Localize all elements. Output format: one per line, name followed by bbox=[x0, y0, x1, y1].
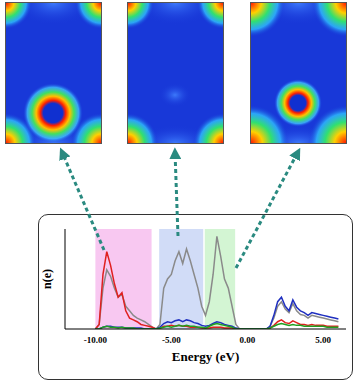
svg-text:5.00: 5.00 bbox=[315, 335, 331, 345]
svg-text:Energy (eV): Energy (eV) bbox=[172, 349, 240, 364]
svg-text:n(e): n(e) bbox=[40, 269, 54, 289]
svg-text:0.00: 0.00 bbox=[239, 335, 255, 345]
svg-text:-10.00: -10.00 bbox=[84, 335, 108, 345]
svg-text:-5.00: -5.00 bbox=[162, 335, 181, 345]
